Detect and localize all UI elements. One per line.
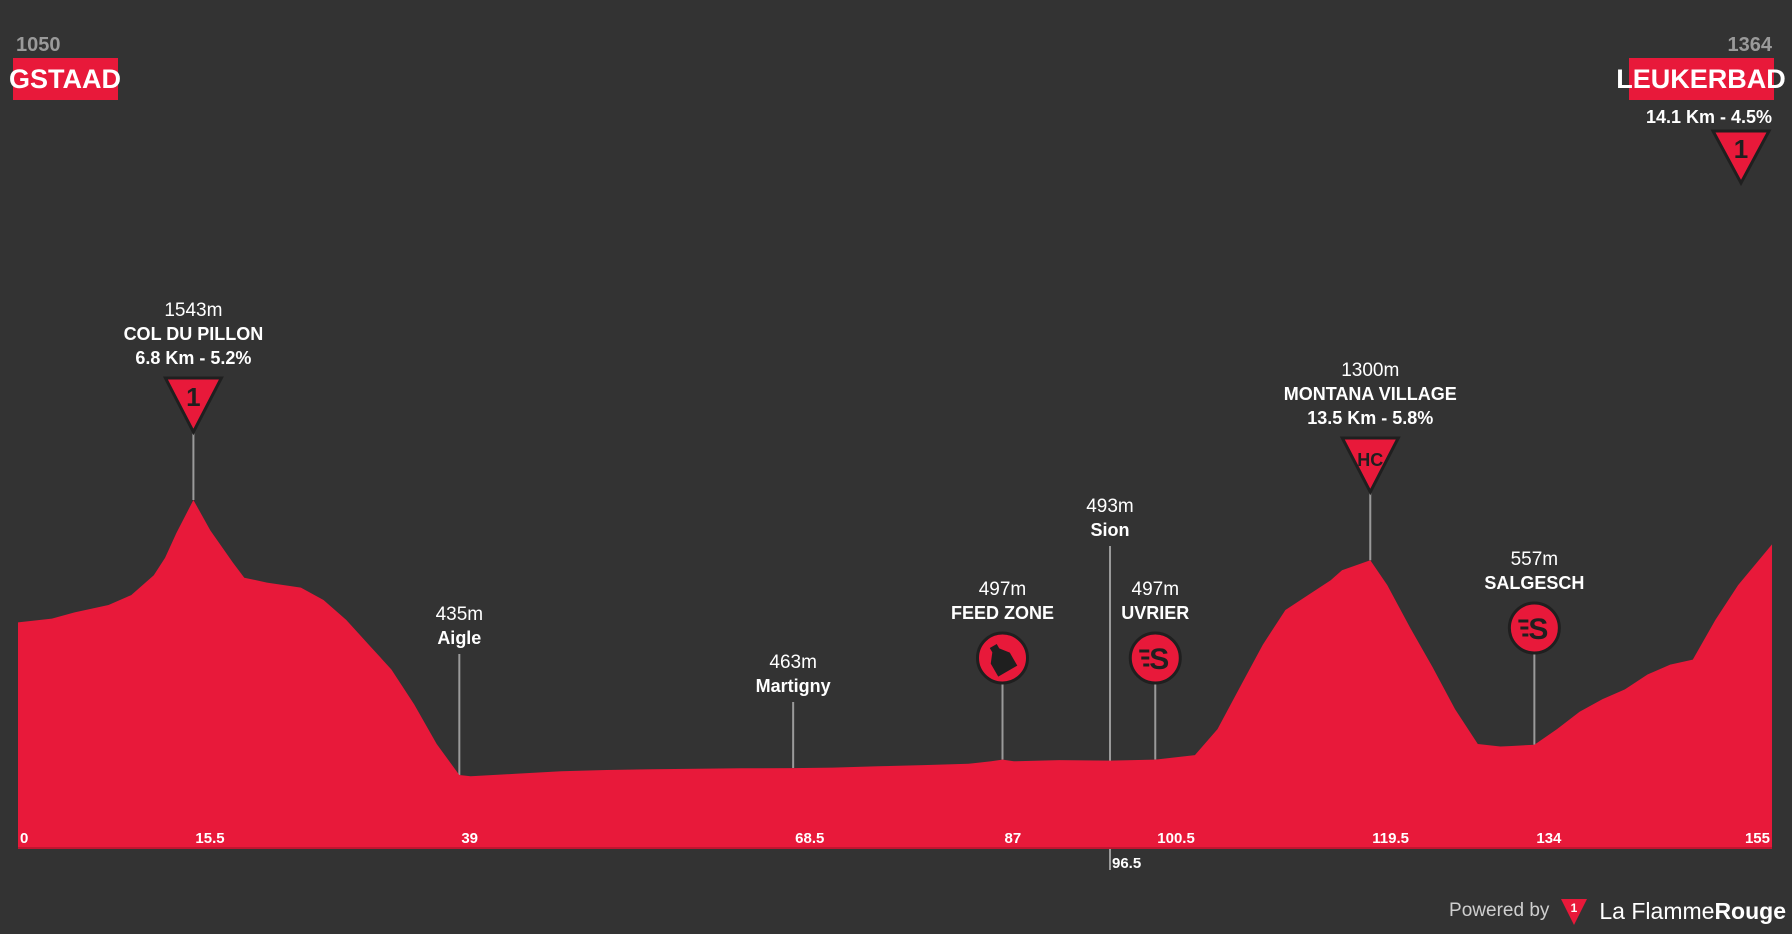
finish-altitude: 1364 <box>1728 34 1773 56</box>
climb-category-label: HC <box>1357 450 1383 470</box>
point-altitude: 463m <box>769 652 817 673</box>
point-name: Martigny <box>756 676 831 696</box>
brand-name-bold: Rouge <box>1714 897 1786 924</box>
sprint-s-icon: S <box>1528 613 1548 646</box>
powered-by-label: Powered by <box>1449 900 1550 921</box>
flamme-rouge-logo-icon: 1 <box>1561 899 1588 925</box>
x-tick-label: 96.5 <box>1112 855 1141 872</box>
marker-134: 557m SALGESCH S <box>1484 549 1584 655</box>
x-tick-label: 68.5 <box>795 830 824 847</box>
climb-name: MONTANA VILLAGE <box>1284 384 1457 404</box>
brand-name-regular: La Flamme <box>1599 897 1715 924</box>
finish-category-badge: 1 <box>1710 129 1772 187</box>
point-markers: 1543m COL DU PILLON 6.8 Km - 5.2% 1 435m Aigl… <box>124 300 1585 696</box>
point-altitude: 493m <box>1086 496 1134 517</box>
climb-category-label: 1 <box>186 382 200 412</box>
climb-altitude: 1543m <box>164 300 222 321</box>
x-tick-label: 134 <box>1536 830 1562 847</box>
finish-block: 1364 LEUKERBAD 14.1 Km - 4.5% 1 <box>1616 34 1786 187</box>
start-name-box <box>13 58 118 100</box>
marker-39: 435m Aigle <box>436 604 484 648</box>
finish-climb-info: 14.1 Km - 4.5% <box>1646 107 1772 127</box>
point-altitude: 497m <box>979 579 1027 600</box>
marker-96.5: 493m Sion <box>1086 496 1134 540</box>
x-axis-ticks: 0 15.5 39 68.5 87 96.5 100.5 119.5 134 155 <box>20 830 1770 872</box>
x-tick-label: 0 <box>20 830 28 847</box>
marker-119.5: 1300m MONTANA VILLAGE 13.5 Km - 5.8% HC <box>1284 360 1457 496</box>
point-name: Aigle <box>437 628 481 648</box>
x-tick-label: 119.5 <box>1372 830 1409 847</box>
finish-name: LEUKERBAD <box>1616 64 1786 94</box>
x-tick-label: 100.5 <box>1157 830 1195 847</box>
credit: Powered by 1 La FlammeRouge <box>1449 894 1786 928</box>
x-tick-label: 39 <box>461 830 478 847</box>
climb-name: COL DU PILLON <box>124 324 264 344</box>
x-tick-label: 87 <box>1005 830 1022 847</box>
sprint-s-icon: S <box>1149 643 1169 676</box>
x-tick-label: 15.5 <box>195 830 224 847</box>
point-name: UVRIER <box>1121 603 1189 623</box>
climb-altitude: 1300m <box>1341 360 1399 381</box>
elevation-profile-area <box>18 500 1772 848</box>
x-tick-label: 155 <box>1745 830 1770 847</box>
point-altitude: 557m <box>1511 549 1559 570</box>
sprint-icon <box>1128 631 1182 685</box>
climb-category-triangle <box>1339 436 1401 496</box>
marker-15.5: 1543m COL DU PILLON 6.8 Km - 5.2% 1 <box>124 300 264 436</box>
brand-name: La FlammeRouge <box>1599 898 1786 925</box>
flamme-rouge-logo-digit: 1 <box>1571 901 1578 915</box>
climb-category-triangle <box>162 376 224 436</box>
point-name: SALGESCH <box>1484 573 1584 593</box>
sprint-icon <box>1507 601 1561 655</box>
finish-name-box <box>1629 58 1774 100</box>
start-name: GSTAAD <box>9 64 121 94</box>
marker-68.5: 463m Martigny <box>756 652 831 696</box>
finish-category-label: 1 <box>1734 134 1748 164</box>
point-name: Sion <box>1091 520 1130 540</box>
start-altitude: 1050 <box>16 34 61 56</box>
marker-100.5: 497m UVRIER S <box>1121 579 1189 685</box>
climb-info: 6.8 Km - 5.2% <box>135 348 251 368</box>
point-altitude: 435m <box>436 604 484 625</box>
finish-category-triangle <box>1710 129 1772 187</box>
bottle-icon <box>989 644 1018 677</box>
climb-info: 13.5 Km - 5.8% <box>1307 408 1433 428</box>
point-name: FEED ZONE <box>951 603 1054 623</box>
marker-87: 497m FEED ZONE <box>951 579 1054 685</box>
flamme-rouge-logo-triangle <box>1561 899 1588 925</box>
start-block: 1050 GSTAAD <box>9 34 121 100</box>
point-altitude: 497m <box>1132 579 1180 600</box>
